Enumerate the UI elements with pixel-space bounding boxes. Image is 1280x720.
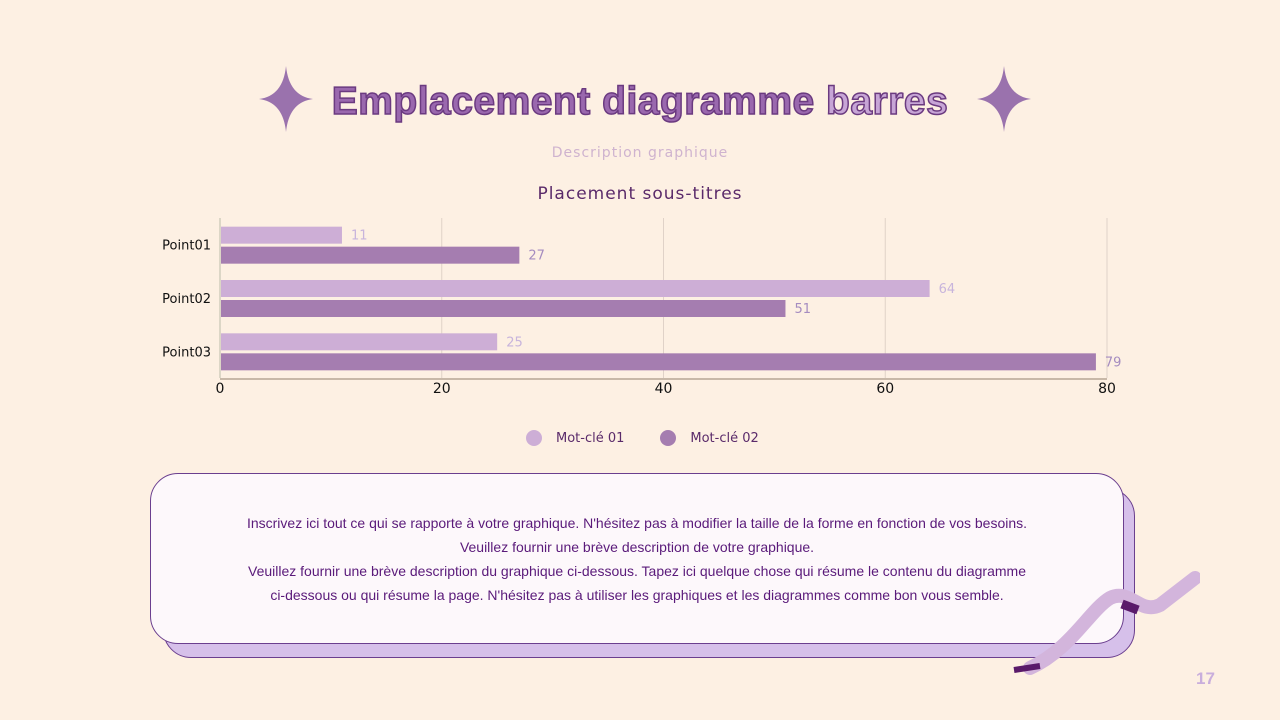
legend-swatch xyxy=(526,430,542,446)
data-label: 64 xyxy=(939,282,956,297)
sparkle-icon xyxy=(977,66,1031,132)
chart-title: Placement sous-titres xyxy=(537,184,743,204)
y-tick-label: Point03 xyxy=(162,345,211,360)
ribbon-decoration xyxy=(1013,571,1200,675)
bar xyxy=(221,333,498,351)
legend-label: Mot-clé 01 xyxy=(556,430,625,446)
bar-chart: 0 20 40 60 80 Point01 11 27 Point02 64 51 Point03 25… xyxy=(162,218,1122,397)
slide-title: Emplacement diagramme barres xyxy=(0,79,1280,124)
bar xyxy=(221,353,1096,371)
body-line: ci-dessous ou qui résume la page. N'hési… xyxy=(270,586,1004,603)
x-tick-label: 20 xyxy=(433,381,451,397)
data-label: 51 xyxy=(794,302,811,317)
data-label: 27 xyxy=(528,249,545,264)
bar xyxy=(221,280,930,297)
title-main: Emplacement diagramme xyxy=(331,79,815,124)
x-tick-label: 60 xyxy=(876,381,894,397)
y-tick-label: Point02 xyxy=(162,292,211,307)
sparkle-icon xyxy=(259,66,313,132)
description: Description graphique xyxy=(551,145,729,161)
x-tick-label: 0 xyxy=(216,381,225,397)
body-line: Veuillez fournir une brève description d… xyxy=(459,538,815,555)
legend-swatch xyxy=(660,430,677,446)
bar xyxy=(221,246,520,264)
data-label: 11 xyxy=(351,229,368,244)
legend-label: Mot-clé 02 xyxy=(690,430,759,446)
x-tick-label: 40 xyxy=(655,381,673,397)
data-label: 25 xyxy=(506,335,523,350)
legend-item: Mot-clé 01 xyxy=(526,430,624,446)
bar xyxy=(221,226,342,244)
body-line: Veuillez fournir une brève description d… xyxy=(248,562,1026,579)
title-accent: barres xyxy=(825,79,949,124)
legend-item: Mot-clé 02 xyxy=(660,430,759,446)
legend: Mot-clé 01 Mot-clé 02 xyxy=(526,430,759,446)
text-box: Inscrivez ici tout ce qui se rapporte à … xyxy=(150,473,1124,644)
y-tick-label: Point01 xyxy=(162,239,211,254)
body-line: Inscrivez ici tout ce qui se rapporte à … xyxy=(246,514,1028,531)
data-label: 79 xyxy=(1105,355,1122,370)
page-number: 17 xyxy=(1196,669,1215,688)
bar xyxy=(221,300,786,317)
x-tick-label: 80 xyxy=(1098,381,1116,397)
